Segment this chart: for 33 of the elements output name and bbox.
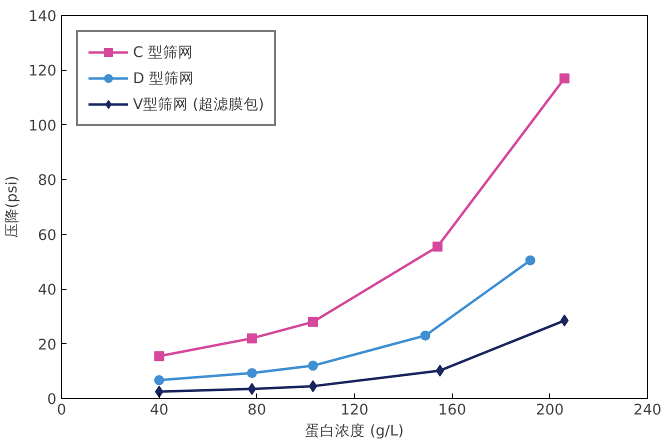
x-tick-label: 240: [634, 402, 662, 418]
point: [248, 382, 256, 395]
legend-label: D 型筛网: [133, 68, 194, 88]
point: [308, 360, 318, 371]
point: [246, 368, 257, 378]
y-tick-label: 0: [47, 391, 57, 408]
point: [154, 351, 164, 362]
point: [246, 333, 257, 344]
legend-label: V型筛网 (超滤膜包): [133, 94, 264, 114]
point: [308, 316, 318, 327]
y-tick-label: 20: [38, 336, 57, 354]
point: [308, 380, 318, 392]
point: [420, 330, 430, 341]
y-tick-label: 80: [38, 172, 57, 190]
point: [154, 375, 164, 386]
point: [432, 242, 443, 252]
x-tick-label: 200: [536, 402, 564, 418]
point: [560, 314, 569, 327]
y-tick-label: 120: [28, 62, 57, 80]
x-tick-label: 40: [150, 402, 168, 418]
legend-label: C 型筛网: [133, 42, 193, 62]
x-tick-label: 120: [340, 402, 368, 418]
x-tick-label: 80: [248, 402, 266, 418]
y-axis-title: 压降(psi): [4, 176, 21, 238]
x-tick-label: 160: [438, 402, 466, 418]
y-tick-label: 60: [38, 226, 57, 244]
x-axis-title: 蛋白浓度 (g/L): [305, 422, 404, 440]
point: [436, 364, 444, 377]
y-tick-label: 100: [28, 117, 57, 134]
y-tick-label: 40: [38, 282, 57, 299]
point: [559, 73, 570, 84]
point: [525, 255, 536, 266]
y-tick-label: 140: [28, 8, 57, 25]
